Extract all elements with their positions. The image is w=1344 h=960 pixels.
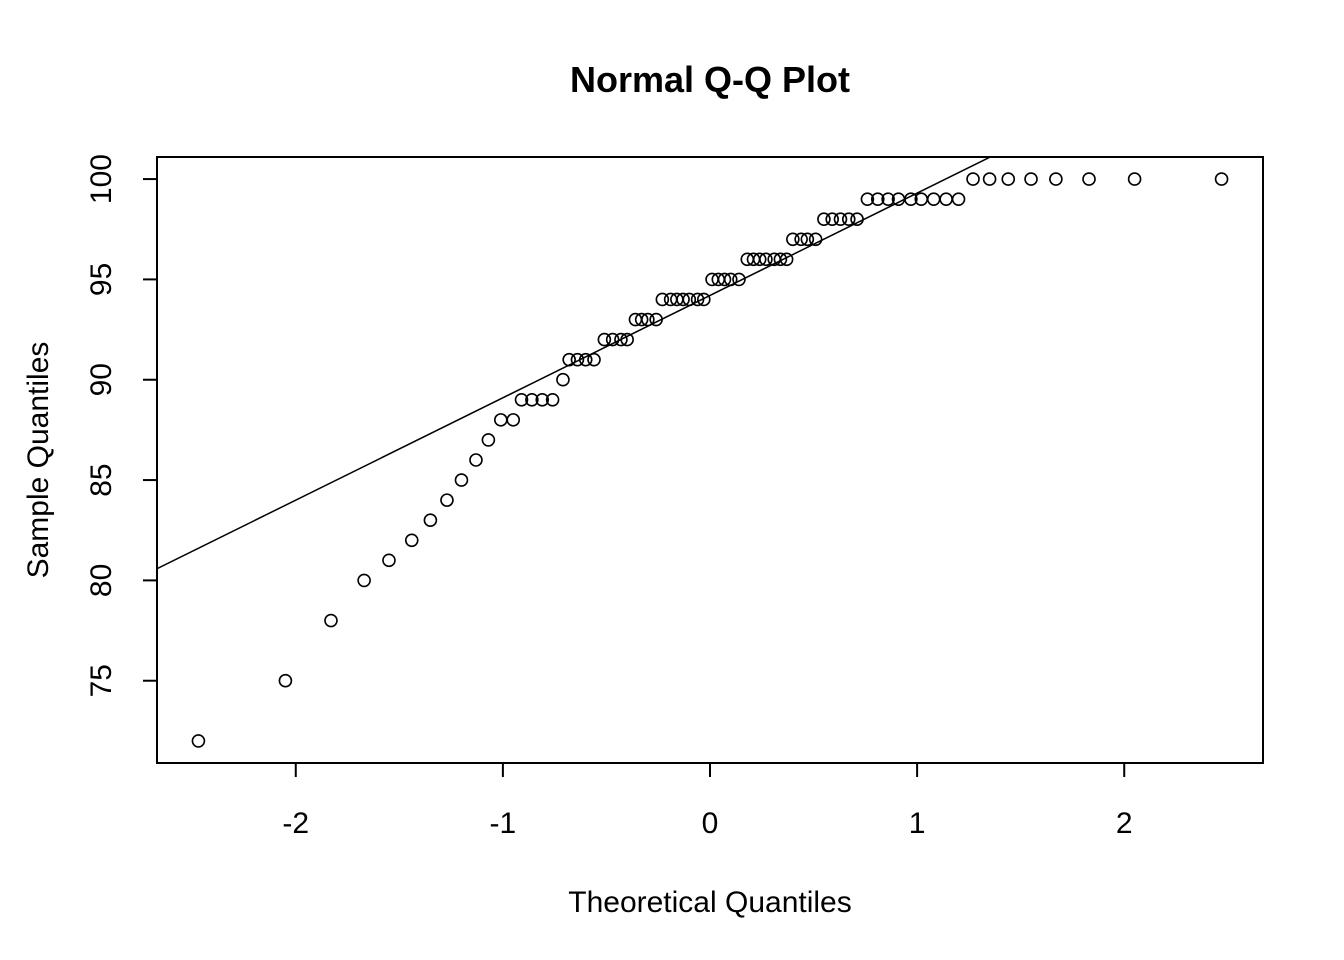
x-axis-label: Theoretical Quantiles — [568, 886, 851, 919]
data-point — [1024, 172, 1038, 186]
data-point — [514, 393, 529, 407]
y-tick-label: 95 — [85, 263, 118, 296]
data-point — [324, 613, 338, 628]
data-point — [817, 212, 831, 227]
y-axis-label: Sample Quantiles — [22, 342, 55, 579]
data-point — [759, 252, 773, 267]
data-point — [587, 352, 601, 367]
chart-title: Normal Q-Q Plot — [570, 59, 850, 100]
data-point — [649, 312, 663, 327]
data-point — [535, 393, 550, 407]
y-tick-label: 85 — [85, 463, 118, 496]
plot-area — [157, 157, 1229, 748]
x-axis: -2 -1 0 1 2 — [282, 762, 1133, 840]
data-point — [404, 533, 419, 548]
y-tick-label: 100 — [85, 154, 118, 204]
data-point — [655, 292, 670, 307]
data-point — [951, 192, 966, 206]
data-point — [469, 453, 483, 467]
data-point — [481, 433, 496, 447]
data-point — [525, 393, 539, 407]
data-point — [641, 312, 655, 327]
data-point — [773, 252, 788, 267]
data-point — [506, 413, 521, 427]
data-point — [682, 292, 697, 307]
data-point — [676, 292, 690, 307]
data-point — [690, 292, 705, 307]
data-point — [786, 232, 800, 247]
data-point — [794, 232, 808, 247]
data-point — [562, 352, 576, 367]
data-point — [494, 413, 508, 427]
data-point — [966, 172, 980, 186]
plot-frame — [156, 156, 1264, 764]
data-point — [620, 332, 634, 347]
data-point — [614, 332, 628, 347]
data-point — [717, 272, 732, 287]
data-point — [278, 673, 293, 688]
data-point — [841, 212, 856, 227]
data-point — [454, 473, 469, 487]
x-tick-label: -1 — [490, 807, 517, 840]
data-point — [779, 252, 794, 267]
data-point — [545, 393, 560, 407]
data-point — [423, 513, 438, 527]
x-tick-label: 2 — [1116, 807, 1133, 840]
y-tick-label: 90 — [85, 363, 118, 396]
data-point — [357, 573, 371, 588]
data-point — [732, 272, 746, 287]
data-point — [881, 192, 895, 206]
x-tick-label: -2 — [282, 807, 309, 840]
data-point — [850, 212, 864, 227]
data-point — [870, 192, 885, 206]
data-point — [904, 192, 918, 206]
data-point — [752, 252, 767, 267]
data-point — [634, 312, 649, 327]
data-point — [382, 553, 396, 568]
data-point — [1214, 172, 1229, 186]
data-point — [926, 192, 941, 206]
data-point — [1082, 172, 1096, 186]
data-point — [578, 352, 593, 367]
data-point — [833, 212, 848, 227]
data-point — [1001, 172, 1016, 186]
data-point — [440, 493, 454, 507]
data-point — [800, 232, 815, 247]
y-axis: 75 80 85 90 95 100 — [85, 154, 158, 697]
data-point — [860, 192, 875, 206]
x-tick-label: 0 — [702, 807, 719, 840]
data-point — [825, 212, 839, 227]
data-point — [808, 232, 823, 247]
data-point — [556, 372, 570, 387]
data-point — [1049, 172, 1063, 186]
data-point — [597, 332, 612, 347]
data-point — [1127, 172, 1142, 186]
data-point — [191, 734, 206, 748]
data-point — [605, 332, 620, 347]
x-tick-label: 1 — [909, 807, 926, 840]
data-point — [696, 292, 711, 307]
y-tick-label: 75 — [85, 664, 118, 697]
data-point — [982, 172, 997, 186]
qq-reference-line — [157, 157, 992, 570]
data-point — [723, 272, 738, 287]
data-point — [570, 352, 585, 367]
data-point — [939, 192, 953, 206]
y-tick-label: 80 — [85, 564, 118, 597]
